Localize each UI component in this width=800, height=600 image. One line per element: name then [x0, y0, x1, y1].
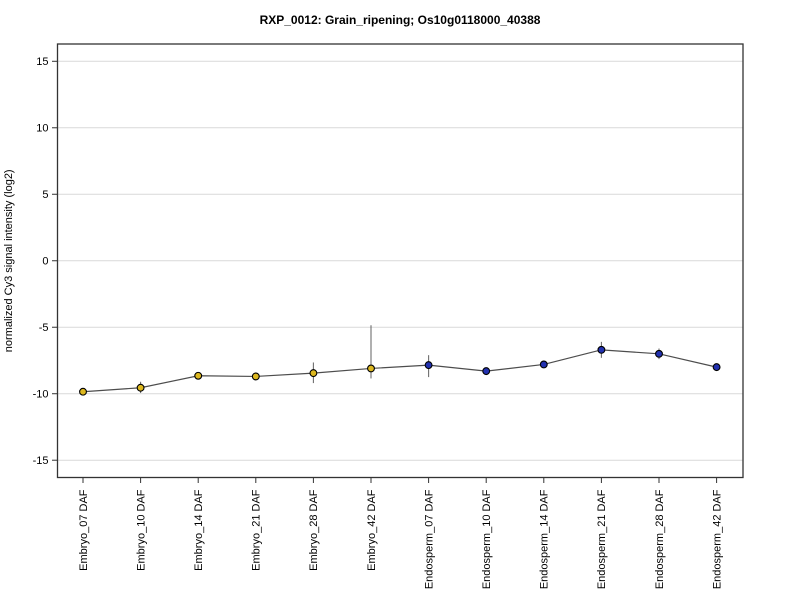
plot-border [56, 43, 744, 479]
data-point-endosperm [597, 345, 606, 354]
gridlines-layer [57, 60, 743, 461]
data-point-embryo [367, 364, 375, 373]
y-tick-label: 5 [42, 189, 48, 201]
data-series-layer [79, 325, 721, 396]
data-point-embryo [136, 383, 145, 392]
data-point-embryo [79, 387, 87, 396]
x-tick-label: Endosperm_07 DAF [423, 489, 435, 589]
data-point-endosperm [482, 367, 491, 376]
axes-layer: 15 10 5 0 -5 -10 -15 Embryo_07 DAF Embryo_10 DAF… [33, 43, 744, 589]
x-tick-label: Embryo_21 DAF [251, 489, 263, 571]
x-tick-label: Embryo_10 DAF [135, 489, 147, 571]
chart-title: RXP_0012: Grain_ripening; Os10g0118000_4… [260, 13, 541, 27]
y-axis-title: normalized Cy3 signal intensity (log2) [3, 169, 15, 352]
data-point-embryo [251, 372, 260, 381]
y-tick-label: -10 [33, 389, 49, 401]
y-tick-label: -15 [33, 455, 49, 467]
x-tick-label: Endosperm_42 DAF [711, 489, 723, 589]
x-tick-label: Endosperm_14 DAF [539, 489, 551, 589]
y-tick-label: -5 [39, 322, 49, 334]
data-point-embryo [194, 371, 203, 380]
x-tick-label: Embryo_42 DAF [366, 489, 378, 571]
data-point-endosperm [424, 361, 433, 370]
x-tick-label: Endosperm_10 DAF [481, 489, 493, 589]
data-point-endosperm [712, 363, 721, 372]
y-tick-label: 15 [36, 56, 48, 68]
data-point-endosperm [655, 349, 663, 358]
x-tick-label: Embryo_28 DAF [308, 489, 320, 571]
data-point-endosperm [539, 360, 548, 369]
y-tick-label: 0 [42, 256, 48, 268]
y-tick-label: 10 [36, 123, 48, 135]
x-tick-label: Endosperm_21 DAF [596, 489, 608, 589]
series-line [82, 349, 717, 393]
data-point-embryo [309, 369, 318, 378]
x-tick-label: Endosperm_28 DAF [654, 489, 666, 589]
x-tick-label: Embryo_14 DAF [193, 489, 205, 571]
x-tick-label: Embryo_07 DAF [78, 489, 90, 571]
